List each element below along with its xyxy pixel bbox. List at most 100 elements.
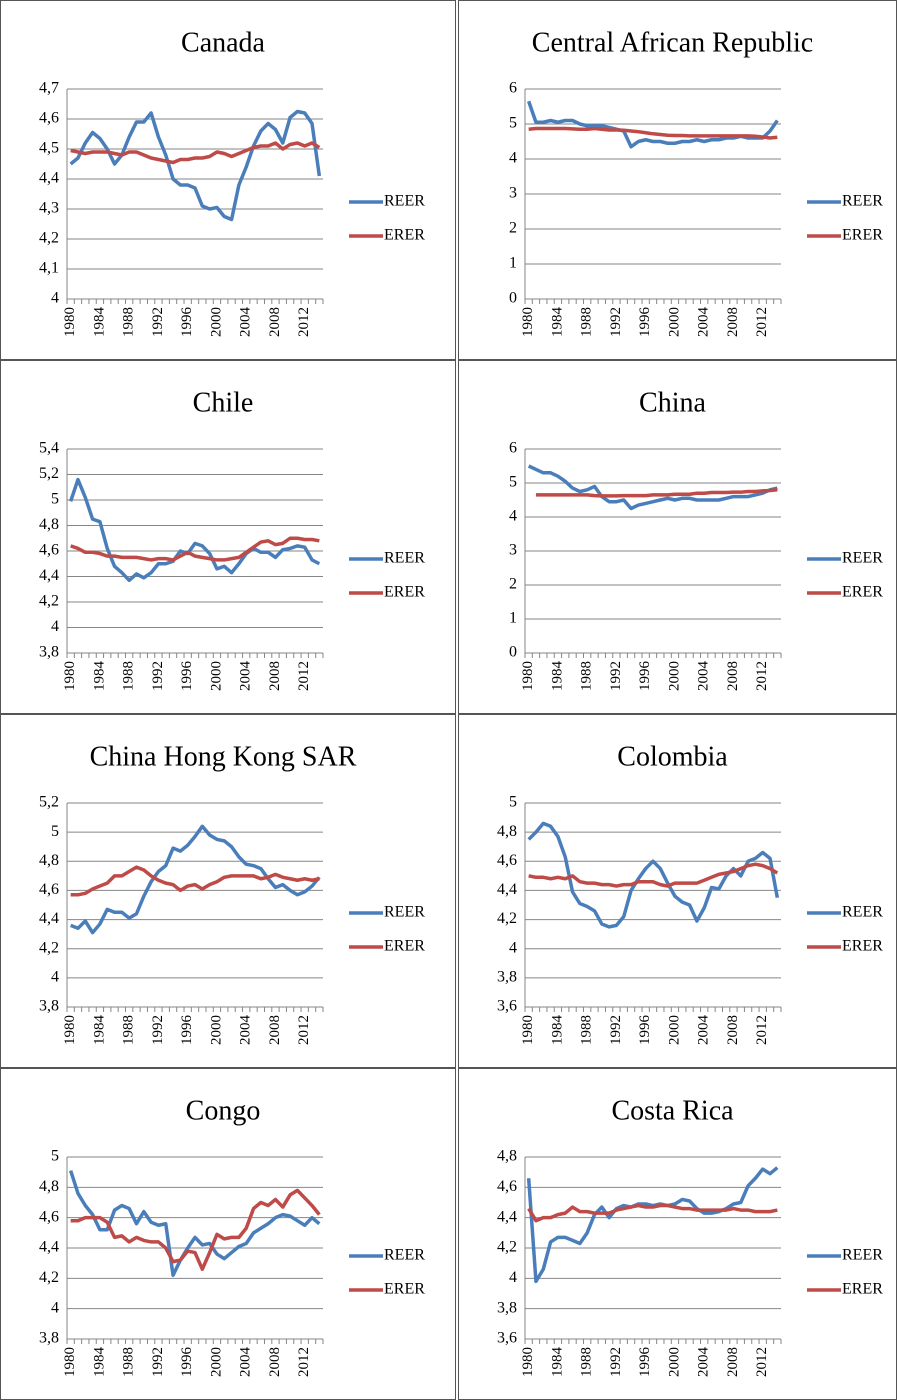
- y-tick-label: 4: [509, 939, 517, 956]
- x-tick-label: 2012: [296, 1015, 312, 1045]
- chart: China Hong Kong SAR 3,8 4 4,2 4,4 4,6 4,8 5 5,2 1…: [39, 741, 425, 1046]
- legend-label: ERER: [842, 227, 883, 244]
- y-tick-label: 3,8: [39, 644, 59, 661]
- chart-panel: China 0 1 2 3 4 5 6 1980 1984 1988 1992 1996 2000 2004…: [458, 360, 897, 714]
- x-tick-label: 1996: [179, 1347, 195, 1378]
- y-tick-label: 4,4: [39, 910, 59, 927]
- y-tick-label: 4,4: [39, 1239, 59, 1256]
- x-tick-label: 1996: [179, 307, 195, 338]
- y-tick-label: 4,4: [39, 567, 59, 584]
- x-tick-label: 1980: [62, 307, 78, 337]
- y-tick-label: 4,6: [39, 1208, 59, 1225]
- series-line: [528, 126, 778, 140]
- x-tick-label: 2008: [267, 1347, 283, 1377]
- x-tick-label: 2004: [696, 1347, 712, 1378]
- x-tick-label: 2004: [238, 307, 254, 338]
- y-tick-label: 4: [51, 1299, 59, 1316]
- x-tick-label: 1996: [637, 1015, 653, 1046]
- x-tick-label: 2012: [296, 1347, 312, 1377]
- chart-panel: Central African Republic 0 1 2 3 4 5 6 1980 1984 1…: [458, 0, 897, 360]
- legend-label: REER: [384, 1247, 425, 1264]
- chart-panel: Colombia 3,6 3,8 4 4,2 4,4 4,6 4,8 5 1980 1984 1988…: [458, 714, 897, 1068]
- x-tick-label: 1984: [549, 661, 565, 692]
- series-line: [528, 862, 779, 888]
- chart: Costa Rica 3,6 3,8 4 4,2 4,4 4,6 4,8 1980 1984 198…: [497, 1095, 883, 1378]
- y-tick-label: 2: [509, 220, 517, 237]
- y-tick-label: 4,1: [39, 260, 59, 277]
- x-tick-label: 1984: [91, 661, 107, 692]
- y-tick-label: 4,2: [39, 1269, 59, 1286]
- x-tick-label: 1988: [121, 1015, 137, 1045]
- legend-label: ERER: [384, 227, 425, 244]
- y-tick-label: 4,8: [497, 823, 517, 840]
- x-tick-label: 2004: [696, 307, 712, 338]
- legend-label: REER: [384, 193, 425, 210]
- chart: Chile 3,8 4 4,2 4,4 4,6 4,8 5 5,2 5,4 1980 1984 1988…: [39, 387, 425, 692]
- chart-panel: Costa Rica 3,6 3,8 4 4,2 4,4 4,6 4,8 1980 1984 198…: [458, 1068, 897, 1400]
- chart-panel: Chile 3,8 4 4,2 4,4 4,6 4,8 5 5,2 5,4 1980 1984 1988…: [0, 360, 456, 714]
- x-tick-label: 2008: [725, 307, 741, 337]
- y-tick-label: 0: [509, 290, 517, 307]
- x-tick-label: 1980: [520, 661, 536, 691]
- y-tick-label: 4,6: [497, 1178, 517, 1195]
- chart: Canada 4 4,1 4,2 4,3 4,4 4,5 4,6 4,7 1980 1984 1988…: [39, 27, 425, 338]
- x-tick-label: 1988: [579, 1347, 595, 1377]
- x-tick-label: 1996: [637, 1347, 653, 1378]
- x-tick-label: 2008: [267, 661, 283, 691]
- chart-title: Colombia: [617, 741, 728, 772]
- y-tick-label: 4,8: [39, 516, 59, 533]
- legend-label: ERER: [384, 938, 425, 955]
- x-tick-label: 1988: [579, 1015, 595, 1045]
- x-tick-label: 1996: [637, 661, 653, 692]
- x-tick-label: 1980: [62, 1347, 78, 1377]
- x-tick-label: 1980: [62, 1015, 78, 1045]
- legend-label: ERER: [842, 584, 883, 601]
- legend-label: ERER: [384, 584, 425, 601]
- y-tick-label: 5: [509, 115, 517, 132]
- y-tick-label: 1: [509, 255, 517, 272]
- y-tick-label: 5: [509, 794, 517, 811]
- x-tick-label: 1988: [579, 661, 595, 691]
- x-tick-label: 2004: [696, 1015, 712, 1046]
- series-line: [69, 109, 322, 222]
- x-tick-label: 2004: [238, 1015, 254, 1046]
- y-tick-label: 5: [51, 823, 59, 840]
- x-tick-label: 2008: [725, 1015, 741, 1045]
- series-line: [527, 464, 778, 511]
- y-tick-label: 4,2: [39, 593, 59, 610]
- y-tick-label: 5: [509, 474, 517, 491]
- x-tick-label: 1984: [549, 1347, 565, 1378]
- y-tick-label: 4,6: [39, 881, 59, 898]
- chart-title: Canada: [181, 27, 266, 58]
- y-tick-label: 2: [509, 576, 517, 593]
- y-tick-label: 1: [509, 610, 517, 627]
- x-tick-label: 2008: [267, 307, 283, 337]
- legend-label: ERER: [842, 1281, 883, 1298]
- series-line: [535, 488, 778, 498]
- y-tick-label: 4,2: [39, 230, 59, 247]
- legend-label: REER: [842, 193, 883, 210]
- series-line: [68, 1170, 321, 1278]
- series-line: [526, 1166, 779, 1284]
- x-tick-label: 2012: [296, 307, 312, 337]
- x-tick-label: 2004: [238, 1347, 254, 1378]
- series-line: [70, 141, 321, 165]
- series-line: [70, 824, 321, 935]
- y-tick-label: 5,2: [39, 465, 59, 482]
- y-tick-label: 6: [509, 80, 517, 97]
- y-tick-label: 4,7: [39, 80, 59, 97]
- series-line: [69, 477, 321, 583]
- chart-panel: China Hong Kong SAR 3,8 4 4,2 4,4 4,6 4,8 5 5,2 1…: [0, 714, 456, 1068]
- chart-title: Central African Republic: [532, 27, 813, 58]
- chart-title: Chile: [193, 387, 254, 418]
- chart-title: Costa Rica: [611, 1095, 734, 1126]
- chart: Colombia 3,6 3,8 4 4,2 4,4 4,6 4,8 5 1980 1984 1988…: [497, 741, 883, 1046]
- x-tick-label: 1984: [91, 1015, 107, 1046]
- y-tick-label: 4,8: [497, 1148, 517, 1165]
- x-tick-label: 1984: [549, 1015, 565, 1046]
- series-line: [527, 1203, 778, 1223]
- y-tick-label: 4: [51, 618, 59, 635]
- chart-title: China Hong Kong SAR: [90, 741, 357, 772]
- series-line: [70, 536, 320, 562]
